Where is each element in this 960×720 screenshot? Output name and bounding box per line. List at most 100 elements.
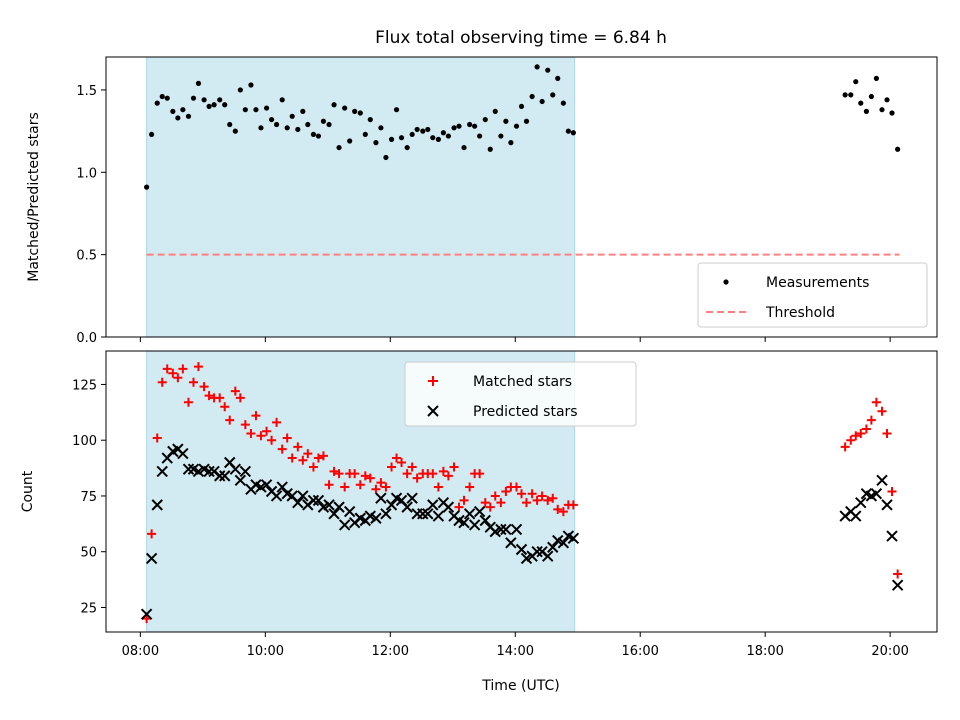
matched-point	[371, 484, 381, 494]
measurement-point	[227, 121, 233, 128]
series-1	[140, 443, 904, 620]
measurement-point	[388, 136, 395, 142]
legend-label: Predicted stars	[473, 404, 578, 420]
x-tick-label: 18:00	[746, 644, 783, 659]
predicted-point	[239, 465, 252, 478]
predicted-point	[307, 494, 320, 507]
predicted-point	[343, 505, 356, 518]
chart-title: Flux total observing time = 6.84 h	[375, 28, 667, 48]
legend-box	[697, 262, 928, 328]
predicted-point	[328, 508, 340, 520]
legend: Measurements Threshold	[697, 262, 928, 328]
matched-point	[350, 469, 360, 479]
matched-point	[183, 397, 193, 407]
predicted-point	[473, 505, 486, 518]
measurement-point	[534, 64, 540, 70]
matched-point	[840, 442, 850, 452]
matched-point	[866, 415, 876, 425]
measurement-point	[425, 126, 431, 133]
matched-point	[334, 469, 344, 479]
measurement-point	[492, 108, 498, 114]
measurement-point	[159, 93, 165, 100]
predicted-point	[182, 463, 195, 475]
matched-point	[355, 480, 365, 490]
x-tick-label: 16:00	[621, 644, 658, 659]
y-tick-label: 0.0	[76, 331, 97, 346]
matched-point	[887, 487, 897, 496]
matched-point	[220, 402, 230, 412]
matched-point	[485, 502, 495, 512]
predicted-point	[323, 499, 335, 511]
matched-point	[193, 362, 203, 372]
measurement-point	[884, 97, 890, 103]
measurement-point	[570, 130, 576, 136]
legend-marker-matched	[428, 376, 438, 386]
measurement-point	[253, 107, 259, 113]
matched-point	[465, 482, 475, 492]
y-axis-label: Matched/Predicted stars	[26, 112, 42, 282]
matched-point	[402, 469, 412, 479]
measurement-point	[295, 126, 301, 133]
measurement-point	[263, 105, 270, 111]
matched-point	[204, 391, 214, 401]
matched-point	[256, 431, 266, 441]
measurement-point	[284, 125, 290, 131]
measurement-point	[404, 144, 410, 151]
predicted-point	[881, 499, 893, 511]
matched-point	[376, 478, 386, 488]
matched-point	[512, 482, 522, 492]
predicted-point	[380, 508, 392, 520]
measurement-point	[383, 154, 389, 161]
matched-point	[454, 502, 464, 512]
measurement-point	[461, 144, 467, 151]
measurement-point	[352, 108, 358, 114]
matched-point	[496, 498, 506, 508]
measurement-point	[279, 97, 285, 103]
measurement-point	[144, 184, 150, 190]
matched-point	[521, 498, 531, 508]
matched-point	[313, 453, 323, 463]
measurement-point	[513, 123, 520, 129]
measurement-point	[440, 130, 446, 136]
measurement-point	[258, 125, 264, 131]
measurement-point	[503, 118, 509, 124]
measurement-point	[560, 100, 566, 106]
measurement-point	[477, 133, 483, 139]
matched-point	[893, 569, 903, 579]
matched-point	[267, 435, 277, 445]
matched-point	[846, 435, 856, 445]
predicted-point	[214, 470, 226, 482]
y-axis-label: Count	[20, 470, 36, 512]
predicted-point	[401, 501, 413, 513]
matched-point	[548, 493, 558, 503]
matched-point	[438, 466, 448, 476]
matched-point	[480, 498, 490, 508]
measurement-point	[435, 136, 441, 142]
measurement-point	[336, 144, 342, 151]
predicted-point	[203, 465, 215, 478]
legend-label: Measurements	[766, 275, 869, 291]
measurement-point	[863, 108, 869, 114]
measurement-point	[456, 123, 462, 129]
measurement-point	[185, 113, 192, 119]
measurement-point	[858, 100, 864, 106]
matched-point	[532, 495, 542, 505]
predicted-point	[385, 499, 398, 511]
measurement-point	[326, 121, 332, 128]
matched-point	[871, 397, 881, 407]
matched-point	[537, 491, 547, 501]
matched-point	[251, 411, 261, 421]
measurement-point	[873, 75, 879, 82]
matched-point	[392, 453, 402, 463]
predicted-point	[151, 499, 163, 511]
matched-point	[877, 406, 887, 416]
predicted-point	[270, 490, 283, 502]
predicted-point	[375, 492, 387, 504]
matched-point	[433, 482, 443, 492]
measurement-point	[414, 126, 420, 133]
matched-point	[365, 473, 375, 483]
matched-point	[861, 424, 871, 434]
matched-point	[475, 469, 485, 479]
predicted-point	[567, 532, 580, 545]
measurement-point	[482, 116, 488, 123]
